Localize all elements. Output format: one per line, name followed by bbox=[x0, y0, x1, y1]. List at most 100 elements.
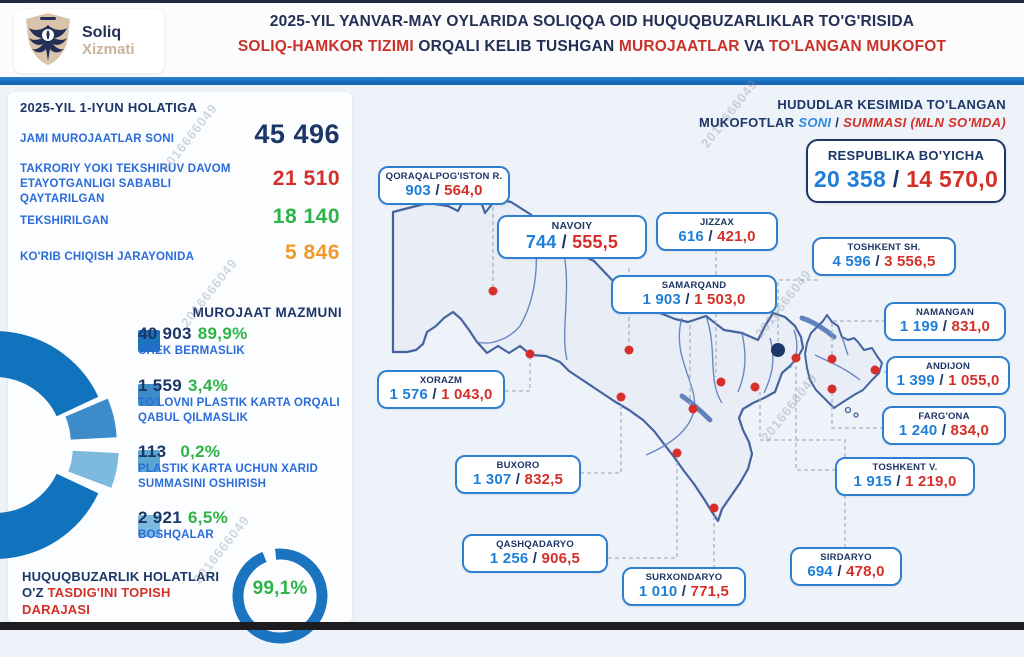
region-nums: 1 399 / 1 055,0 bbox=[892, 372, 1004, 389]
legend-percent: 6,5% bbox=[188, 508, 228, 527]
region-count: 1 199 bbox=[899, 318, 939, 335]
stat-label-korib: KO'RIB CHIQISH JARAYONIDA bbox=[20, 251, 195, 263]
region-label-samarqand: SAMARQAND 1 903 / 1 503,0 bbox=[611, 275, 777, 314]
region-nums: 744 / 555,5 bbox=[503, 232, 641, 253]
region-label-jizzax: JIZZAX 616 / 421,0 bbox=[656, 212, 778, 251]
title2-part1: SOLIQ-HAMKOR TIZIMI bbox=[237, 38, 414, 55]
region-nums: 1 010 / 771,5 bbox=[628, 583, 740, 600]
region-nums: 1 199 / 831,0 bbox=[890, 318, 1000, 335]
slash: / bbox=[427, 386, 442, 403]
header: Soliq Xizmati 2025-YIL YANVAR-MAY OYLARI… bbox=[0, 3, 1024, 77]
legend-nums: 113 0,2% bbox=[138, 442, 344, 462]
confirmation-value: 99,1% bbox=[252, 578, 308, 599]
map-title-summasi: SUMMASI (MLN SO'MDA) bbox=[843, 114, 1006, 130]
region-nums: 1 903 / 1 503,0 bbox=[617, 291, 771, 308]
slash: / bbox=[703, 228, 718, 245]
stat-label-takroriy: TAKRORIY YOKI TEKSHIRUV DAVOM ETAYOTGANL… bbox=[20, 163, 231, 205]
region-borders bbox=[476, 213, 861, 456]
legend-swatch-tolov bbox=[138, 384, 160, 406]
status-date: 2025-YIL 1-IYUN HOLATIGA bbox=[20, 100, 198, 115]
republic-name: RESPUBLIKA BO'YICHA bbox=[827, 148, 985, 163]
legend-label: CHEK BERMASLIK bbox=[138, 345, 245, 357]
region-sum: 832,5 bbox=[524, 471, 564, 488]
slash: / bbox=[832, 563, 847, 580]
slash: / bbox=[886, 166, 907, 192]
legend-percent: 0,2% bbox=[180, 442, 221, 461]
region-name: XORAZM bbox=[419, 375, 463, 386]
tashkent-city-dot bbox=[771, 343, 785, 357]
legend-item-tolov: 1 559 3,4% TO'LOVNI PLASTIK KARTA ORQALI … bbox=[138, 376, 344, 426]
legend-label: BOSHQALAR bbox=[138, 529, 214, 541]
region-nums: 1 240 / 834,0 bbox=[888, 422, 1000, 439]
legend-value: 1 559 bbox=[138, 376, 183, 395]
confirmation-line2-red: TASDIG'INI TOPISH DARAJASI bbox=[22, 585, 171, 617]
region-label-andijon: ANDIJON 1 399 / 1 055,0 bbox=[886, 356, 1010, 395]
region-name: ANDIJON bbox=[925, 361, 971, 372]
confirmation-ring: 99,1% bbox=[224, 540, 336, 652]
slash: / bbox=[934, 372, 949, 389]
region-sum: 831,0 bbox=[951, 318, 991, 335]
region-count: 1 399 bbox=[896, 372, 935, 389]
legend-nums: 40 903 89,9% bbox=[138, 324, 344, 344]
confirmation-label: HUQUQBUZARLIK HOLATLARI O'Z TASDIG'INI T… bbox=[22, 569, 237, 618]
legend-swatch-plastik bbox=[138, 450, 160, 472]
region-label-toshkent-v: TOSHKENT V. 1 915 / 1 219,0 bbox=[835, 457, 975, 496]
logo-text: Soliq Xizmati bbox=[82, 23, 135, 58]
region-nums: 1 256 / 906,5 bbox=[468, 550, 602, 567]
region-name: TOSHKENT SH. bbox=[847, 242, 921, 253]
region-nums: 1 576 / 1 043,0 bbox=[383, 386, 499, 403]
map-mainland bbox=[391, 191, 805, 523]
title2-part5: TO'LANGAN MUKOFOT bbox=[768, 38, 947, 55]
confirmation-line2-navy: O'Z bbox=[22, 585, 44, 601]
soliq-emblem-icon bbox=[22, 11, 74, 72]
region-label-xorazm: XORAZM 1 576 / 1 043,0 bbox=[377, 370, 505, 409]
republic-sum: 14 570,0 bbox=[906, 166, 999, 192]
page-title-line1: 2025-YIL YANVAR-MAY OYLARIDA SOLIQQA OID… bbox=[269, 13, 915, 30]
region-count: 1 576 bbox=[389, 386, 428, 403]
legend-swatch-boshqalar bbox=[138, 515, 160, 537]
stat-label-tekshirilgan: TEKSHIRILGAN bbox=[20, 215, 109, 227]
region-sum: 421,0 bbox=[717, 228, 756, 245]
region-name: SAMARQAND bbox=[661, 280, 727, 291]
mazmuni-title: MUROJAAT MAZMUNI bbox=[192, 305, 342, 320]
slash: / bbox=[938, 318, 952, 335]
region-nums: 4 596 / 3 556,5 bbox=[818, 253, 950, 270]
region-sum: 906,5 bbox=[541, 550, 581, 567]
legend-item-boshqalar: 2 921 6,5% BOSHQALAR bbox=[138, 508, 344, 543]
header-divider-bar bbox=[0, 77, 1024, 85]
region-label-namangan: NAMANGAN 1 199 / 831,0 bbox=[884, 302, 1006, 341]
region-sum: 555,5 bbox=[572, 232, 619, 252]
region-nums: 903 / 564,0 bbox=[384, 182, 504, 199]
region-label-navoiy: NAVOIY 744 / 555,5 bbox=[497, 215, 647, 259]
stat-label-jami: JAMI MUROJAATLAR SONI bbox=[20, 133, 175, 145]
map-title-sep: / bbox=[831, 114, 844, 130]
region-count: 1 903 bbox=[642, 291, 681, 308]
region-count: 903 bbox=[405, 182, 431, 199]
donut-chart bbox=[0, 331, 119, 559]
region-sum: 1 503,0 bbox=[694, 291, 746, 308]
region-label-sirdaryo: SIRDARYO 694 / 478,0 bbox=[790, 547, 902, 586]
region-count: 1 010 bbox=[638, 583, 678, 600]
region-dots bbox=[488, 286, 880, 513]
region-name: BUXORO bbox=[496, 460, 540, 471]
region-name: SURXONDARYO bbox=[645, 572, 723, 583]
region-count: 1 307 bbox=[472, 471, 512, 488]
map-islet bbox=[844, 406, 852, 414]
region-sum: 834,0 bbox=[950, 422, 990, 439]
title2-part3: MUROJAATLAR bbox=[618, 38, 740, 55]
slash: / bbox=[870, 253, 885, 270]
region-nums: 694 / 478,0 bbox=[796, 563, 896, 580]
region-count: 1 915 bbox=[853, 473, 892, 490]
page-title-line2: SOLIQ-HAMKOR TIZIMI ORQALI KELIB TUSHGAN… bbox=[180, 38, 1004, 56]
legend-item-chek: 40 903 89,9% CHEK BERMASLIK bbox=[138, 324, 344, 359]
stat-value-takroriy: 21 510 bbox=[272, 167, 340, 190]
legend-label: TO'LOVNI PLASTIK KARTA ORQALI QABUL QILM… bbox=[138, 397, 340, 424]
legend-swatch-chek bbox=[138, 330, 160, 352]
legend-value: 40 903 bbox=[138, 324, 192, 343]
slash: / bbox=[937, 422, 951, 439]
region-count: 694 bbox=[807, 563, 833, 580]
region-sum: 3 556,5 bbox=[884, 253, 936, 270]
region-label-buxoro: BUXORO 1 307 / 832,5 bbox=[455, 455, 581, 494]
logo-line1: Soliq bbox=[82, 23, 122, 41]
legend-label: PLASTIK KARTA UCHUN XARID SUMMASINI OSHI… bbox=[138, 463, 319, 490]
